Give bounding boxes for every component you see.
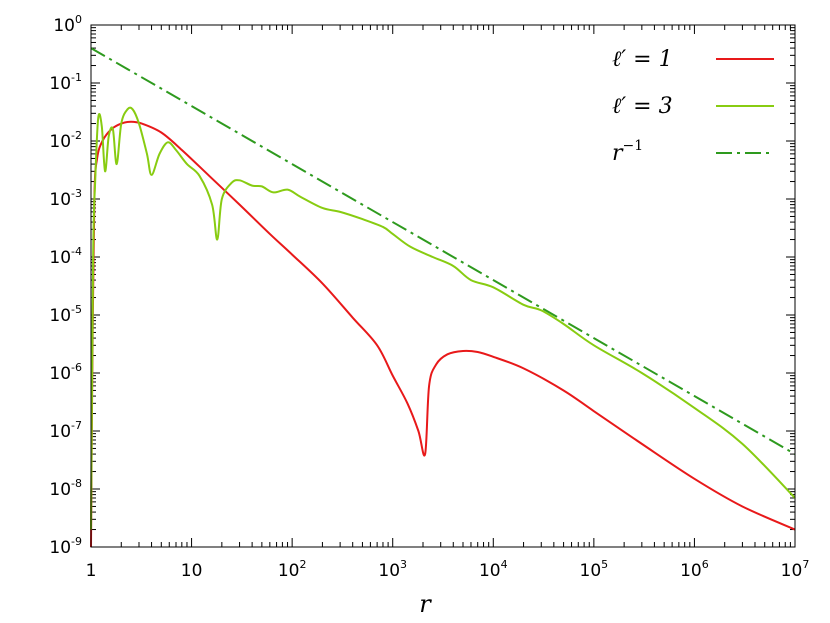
y-tick-label: 10-2 [49, 129, 82, 152]
legend-label: r−1 [612, 138, 643, 166]
y-tick-label: 100 [53, 13, 82, 36]
plot-series [90, 47, 796, 548]
x-tick-labels: 1 10 102 103 104 105 106 107 [86, 558, 810, 581]
x-tick-label: 102 [278, 558, 307, 581]
y-tick-labels: 100 10-1 10-2 10-3 10-4 10-5 10-6 10-7 10-8 10-9 [49, 13, 82, 558]
series-line-3 [90, 47, 796, 455]
y-tick-label: 10-4 [49, 245, 82, 268]
x-tick-label: 106 [680, 558, 709, 581]
legend-label: ℓ′ = 1 [612, 47, 673, 72]
y-tick-label: 10-6 [49, 361, 82, 384]
legend-label: ℓ′ = 3 [612, 94, 673, 119]
x-tick-label: 104 [479, 558, 508, 581]
y-tick-label: 10-5 [49, 303, 82, 326]
x-tick-label: 105 [580, 558, 609, 581]
series-line-2 [90, 106, 796, 530]
y-tick-label: 10-3 [49, 187, 82, 210]
x-tick-label: 107 [781, 558, 810, 581]
x-axis-title: r [419, 590, 432, 618]
y-tick-label: 10-7 [49, 419, 82, 442]
x-tick-marks [90, 25, 796, 547]
y-tick-marks [91, 24, 795, 548]
y-tick-label: 10-1 [49, 71, 82, 94]
plot-frame [90, 24, 796, 548]
legend: ℓ′ = 1 ℓ′ = 3 r−1 [612, 47, 774, 166]
y-tick-label: 10-9 [49, 535, 82, 558]
x-tick-label: 103 [378, 558, 407, 581]
x-tick-label: 1 [86, 561, 97, 581]
x-tick-label: 10 [181, 561, 203, 581]
y-tick-label: 10-8 [49, 477, 82, 500]
series-line-1 [90, 120, 796, 548]
